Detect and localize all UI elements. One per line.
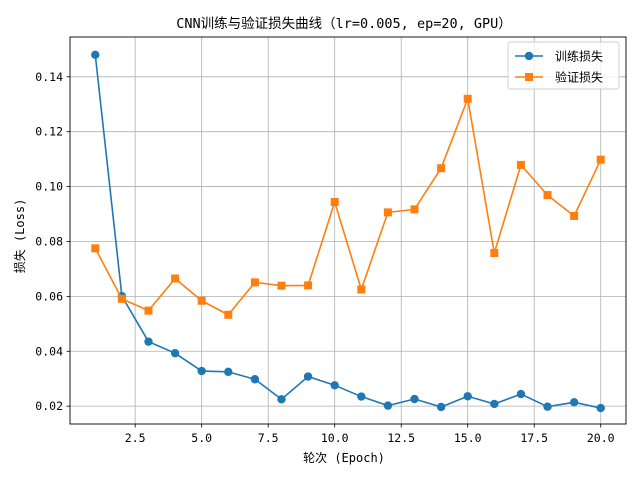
data-point-marker (330, 381, 339, 390)
x-tick-label: 5.0 (191, 431, 212, 445)
data-point-marker (383, 208, 392, 217)
y-tick-label: 0.12 (35, 125, 63, 139)
data-point-marker (436, 402, 446, 412)
legend-swatch-marker (524, 51, 534, 61)
data-point-marker (117, 294, 126, 303)
data-point-marker (490, 249, 499, 258)
data-point-marker (357, 285, 366, 294)
data-point-marker (490, 399, 499, 409)
data-point-marker (250, 278, 259, 287)
data-point-marker (569, 398, 579, 407)
data-point-marker (357, 392, 366, 401)
data-point-marker (463, 94, 472, 103)
data-point-marker (570, 211, 579, 220)
data-point-marker (250, 375, 260, 384)
data-point-marker (170, 348, 180, 358)
x-tick-label: 12.5 (387, 431, 415, 445)
x-tick-label: 20.0 (587, 431, 615, 445)
chart-title: CNN训练与验证损失曲线（lr=0.005, ep=20, GPU） (176, 16, 511, 32)
data-point-marker (383, 401, 393, 410)
y-tick-label: 0.06 (35, 289, 63, 303)
y-axis-label: 损失 (Loss) (12, 199, 27, 274)
x-tick-label: 15.0 (454, 431, 482, 445)
data-point-marker (463, 392, 472, 401)
x-tick-label: 2.5 (125, 431, 146, 445)
data-point-marker (303, 372, 313, 381)
data-point-marker (91, 50, 100, 60)
data-point-marker (197, 366, 206, 376)
series-group (91, 50, 605, 413)
data-point-marker (596, 403, 605, 413)
legend-label: 验证损失 (555, 70, 603, 85)
x-tick-label: 17.5 (520, 431, 548, 445)
series-2 (91, 94, 605, 319)
data-point-marker (224, 310, 233, 319)
x-tick-label: 7.5 (258, 431, 279, 445)
y-tick-label: 0.08 (35, 234, 63, 248)
data-point-marker (516, 160, 525, 169)
data-point-marker (197, 296, 206, 305)
y-tick-label: 0.14 (35, 70, 63, 84)
grid (70, 37, 626, 424)
series-line (94, 97, 602, 316)
data-point-marker (277, 395, 286, 404)
legend-label: 训练损失 (555, 49, 603, 64)
data-point-marker (410, 394, 419, 404)
data-point-marker (224, 367, 233, 377)
data-point-marker (330, 197, 339, 206)
x-tick-label: 10.0 (321, 431, 349, 445)
data-point-marker (543, 402, 552, 411)
data-point-marker (171, 274, 180, 283)
x-axis-label: 轮次 (Epoch) (303, 451, 385, 465)
y-tick-label: 0.04 (35, 344, 63, 358)
y-tick-label: 0.10 (35, 180, 63, 194)
legend-swatch-marker (525, 73, 533, 81)
plot-area-frame (69, 36, 627, 425)
data-point-marker (304, 281, 313, 290)
data-point-marker (437, 164, 446, 173)
data-point-marker (543, 191, 552, 200)
series-line (94, 54, 601, 409)
data-point-marker (144, 306, 153, 315)
data-point-marker (516, 389, 526, 399)
data-point-marker (410, 205, 419, 214)
axis-ticks: 2.5 5.0 7.5 10.0 12.5 15.0 17.5 20.0 0.02 0.04 0.0… (35, 70, 614, 445)
data-point-marker (277, 281, 286, 290)
data-point-marker (91, 244, 100, 253)
y-tick-label: 0.02 (35, 399, 63, 413)
series-1 (91, 50, 605, 413)
data-point-marker (144, 337, 153, 346)
data-point-marker (596, 155, 605, 164)
